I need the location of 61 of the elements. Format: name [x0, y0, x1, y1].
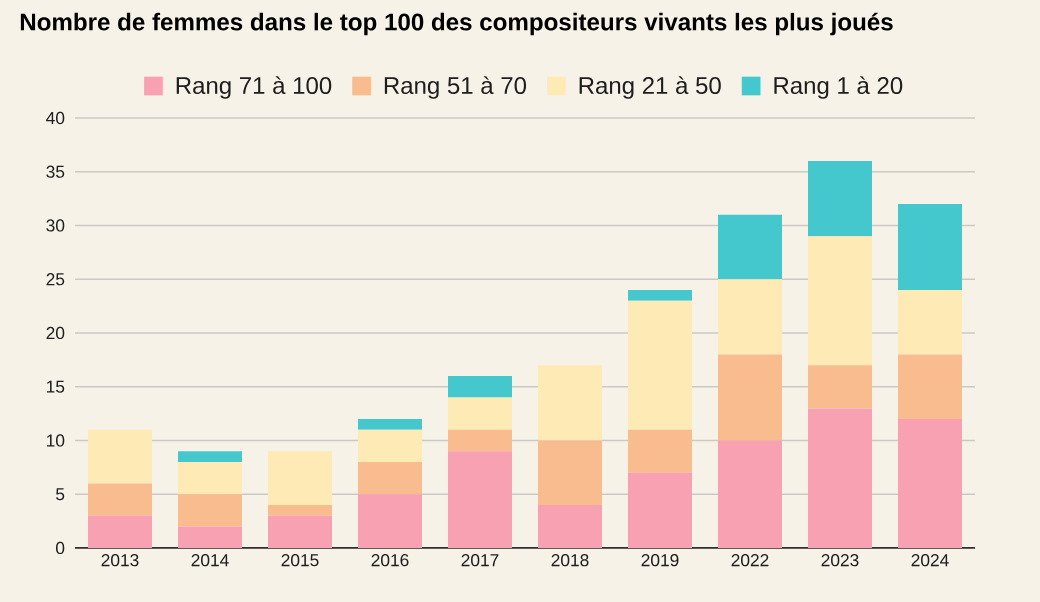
bar: [448, 451, 512, 548]
bar: [718, 354, 782, 441]
bar: [268, 515, 333, 548]
bar: [88, 515, 152, 548]
bar: [358, 429, 422, 462]
legend-label: Rang 21 à 50: [579, 76, 721, 99]
x-tick-label: 2013: [101, 554, 139, 567]
legend-label: Rang 1 à 20: [774, 76, 903, 99]
x-tick-label: 2014: [191, 554, 229, 567]
bar: [628, 300, 693, 430]
bar: [178, 526, 243, 548]
bar: [628, 472, 693, 548]
bar: [898, 354, 962, 419]
bar: [358, 494, 422, 548]
bar: [898, 289, 962, 355]
legend-label: Rang 71 à 100: [176, 76, 332, 99]
y-tick-label: 35: [46, 165, 65, 178]
bar: [88, 429, 152, 484]
bar: [898, 418, 962, 548]
x-tick-label: 2016: [371, 554, 409, 567]
x-tick-label: 2023: [821, 554, 859, 567]
bar: [808, 236, 872, 366]
bar: [808, 408, 872, 548]
bar: [178, 494, 243, 527]
y-tick-label: 10: [47, 434, 65, 447]
bar: [808, 365, 872, 409]
y-tick-label: 0: [55, 541, 65, 555]
y-tick-label: 15: [47, 380, 65, 393]
x-tick-label: 2017: [461, 554, 499, 567]
x-tick-label: 2024: [911, 554, 949, 567]
y-tick-label: 30: [46, 219, 65, 232]
bar: [448, 429, 512, 452]
bar: [718, 214, 782, 280]
bar: [88, 483, 152, 516]
x-tick-label: 2015: [281, 554, 319, 567]
x-tick-label: 2022: [731, 554, 769, 567]
bar: [448, 397, 512, 430]
bar: [718, 279, 782, 355]
chart-title: Nombre de femmes dans le top 100 des compositeurs vivants les plus joués: [20, 12, 893, 36]
bar: [628, 289, 693, 301]
bar: [178, 461, 243, 495]
bar: [538, 504, 603, 548]
bar: [358, 418, 422, 430]
bar: [898, 203, 962, 290]
x-tick-label: 2019: [641, 554, 679, 567]
bar: [628, 429, 693, 473]
bar: [538, 365, 603, 441]
legend-label: Rang 51 à 70: [384, 76, 527, 99]
y-tick-label: 20: [46, 326, 65, 340]
bar: [808, 160, 872, 237]
bar: [268, 451, 333, 505]
y-tick-label: 5: [56, 488, 65, 501]
bar: [268, 504, 333, 516]
bar: [358, 461, 422, 495]
bar: [178, 451, 243, 462]
bar: [538, 440, 603, 505]
bar: [448, 375, 512, 398]
y-tick-label: 25: [46, 273, 65, 286]
y-tick-label: 40: [46, 111, 65, 125]
bar: [718, 440, 782, 548]
x-tick-label: 2018: [551, 554, 589, 567]
